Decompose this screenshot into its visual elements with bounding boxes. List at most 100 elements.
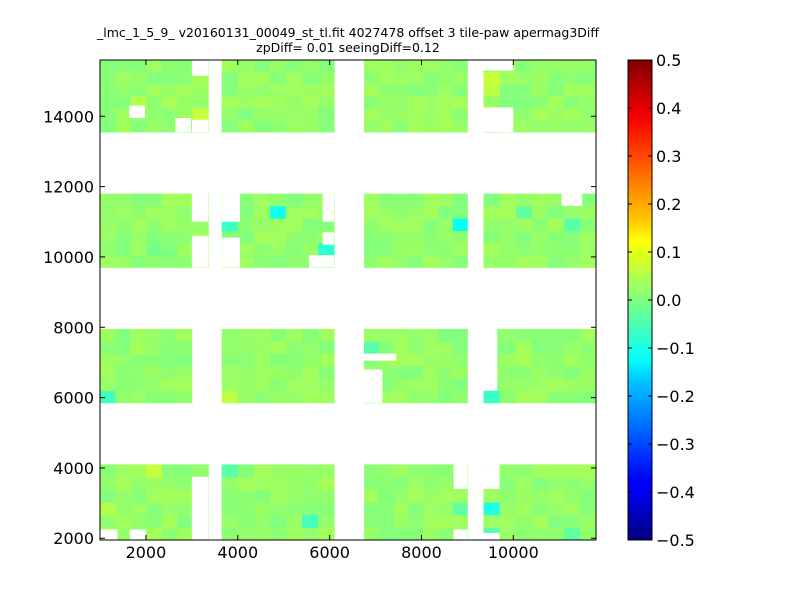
- heatmap-cell: [318, 341, 335, 355]
- heatmap-cell: [499, 390, 517, 404]
- heatmap-cell: [237, 108, 255, 121]
- heatmap-cell: [423, 464, 439, 478]
- heatmap-cell: [393, 502, 409, 516]
- heatmap-cell: [161, 205, 178, 219]
- heatmap-cell: [408, 390, 424, 404]
- heatmap-cell: [130, 365, 147, 379]
- heatmap-cell: [378, 72, 394, 85]
- heatmap-cell: [408, 108, 424, 121]
- empty-cell: [483, 60, 514, 71]
- heatmap-cell: [378, 218, 394, 231]
- heatmap-cell: [177, 84, 194, 97]
- heatmap-cell: [177, 242, 194, 256]
- heatmap-cell: [364, 120, 380, 133]
- heatmap-cell: [221, 96, 239, 109]
- heatmap-cell: [452, 205, 468, 219]
- heatmap-cell: [515, 489, 533, 503]
- heatmap-cell: [531, 108, 549, 121]
- heatmap-cell: [515, 502, 533, 516]
- heatmap-cell: [302, 205, 319, 219]
- heatmap-cell: [364, 242, 380, 256]
- empty-cell: [453, 529, 468, 540]
- heatmap-cell: [408, 84, 424, 97]
- heatmap-cell: [176, 390, 193, 404]
- heatmap-cell: [100, 96, 116, 109]
- heatmap-cell: [547, 527, 565, 541]
- empty-cell: [191, 60, 209, 76]
- heatmap-cell: [547, 193, 565, 207]
- heatmap-cell: [437, 341, 454, 355]
- heatmap-cell: [253, 255, 271, 268]
- y-tick-label: 10000: [43, 248, 94, 267]
- heatmap-cell: [253, 242, 271, 256]
- heatmap-cell: [515, 230, 533, 244]
- heatmap-cell: [547, 378, 565, 391]
- heatmap-cell: [269, 84, 287, 97]
- heatmap-cell: [423, 242, 439, 256]
- heatmap-cell: [452, 120, 468, 133]
- empty-cell: [364, 369, 383, 391]
- heatmap-cell: [393, 477, 409, 490]
- heatmap-cell: [378, 329, 394, 342]
- heatmap-cell: [318, 365, 335, 379]
- heatmap-cell: [579, 329, 597, 342]
- heatmap-cell: [253, 502, 271, 516]
- empty-cell: [221, 237, 241, 268]
- heatmap-cell: [531, 489, 549, 503]
- heatmap-cell: [408, 489, 424, 503]
- heatmap-cell: [221, 502, 239, 516]
- heatmap-cell: [177, 502, 194, 516]
- heatmap-cell: [499, 242, 517, 256]
- heatmap-cell: [115, 353, 132, 367]
- heatmap-cell: [237, 205, 255, 219]
- heatmap-cell: [192, 108, 209, 121]
- heatmap-cell: [130, 329, 147, 342]
- heatmap-cell: [286, 341, 303, 355]
- heatmap-cell: [100, 489, 116, 503]
- heatmap-cell: [547, 341, 565, 355]
- heatmap-cell: [378, 108, 394, 121]
- heatmap-cell: [408, 255, 424, 268]
- heatmap-cell: [176, 365, 193, 379]
- colorbar-axis: 0.5 0.4 0.3 0.2 0.1 0.0 −0.1 −0.2 −0.3 −0.4 −0.5: [628, 51, 695, 550]
- heatmap-cell: [515, 84, 533, 97]
- heatmap-cell: [364, 84, 380, 97]
- heatmap-cell: [499, 341, 517, 355]
- heatmap-cell: [286, 464, 303, 478]
- heatmap-cell: [563, 84, 581, 97]
- empty-cell: [483, 532, 500, 540]
- heatmap-cell: [531, 477, 549, 490]
- heatmap-cell: [221, 84, 239, 97]
- heatmap-cell: [499, 205, 517, 219]
- heatmap-cell: [286, 108, 303, 121]
- heatmap-cell: [221, 365, 239, 379]
- heatmap-cell: [437, 477, 454, 490]
- heatmap-cell: [515, 329, 533, 342]
- heatmap-cell: [100, 193, 116, 207]
- heatmap-cell: [100, 230, 116, 244]
- heatmap-cell: [423, 72, 439, 85]
- heatmap-cell: [286, 365, 303, 379]
- heatmap-cell: [237, 193, 255, 207]
- heatmap-cell: [515, 218, 533, 231]
- heatmap-cell: [579, 390, 597, 404]
- heatmap-cell: [423, 84, 439, 97]
- heatmap-cell: [130, 120, 147, 133]
- y-tick-label: 2000: [53, 529, 94, 548]
- heatmap-cell: [437, 96, 454, 109]
- heatmap-cell: [531, 527, 549, 541]
- heatmap-cell: [115, 514, 132, 528]
- heatmap-cell: [318, 242, 335, 256]
- heatmap-cell: [161, 230, 178, 244]
- heatmap-cell: [378, 365, 394, 379]
- heatmap-cell: [192, 464, 209, 478]
- heatmap-cell: [145, 365, 162, 379]
- heatmap-cell: [221, 60, 239, 73]
- heatmap-cell: [531, 390, 549, 404]
- heatmap-cell: [286, 205, 303, 219]
- heatmap-cell: [161, 96, 178, 109]
- heatmap-cell: [253, 341, 271, 355]
- heatmap-cell: [286, 502, 303, 516]
- heatmap-cell: [161, 527, 178, 541]
- heatmap-cell: [302, 329, 319, 342]
